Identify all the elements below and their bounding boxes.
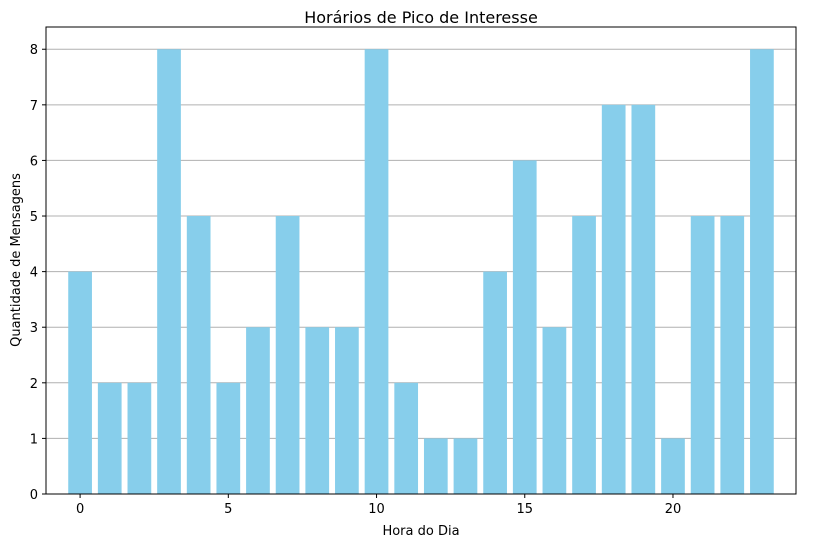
x-tick-label: 0 [76, 502, 84, 517]
bar [275, 216, 300, 494]
bar [68, 271, 92, 494]
bar [720, 216, 745, 494]
y-tick-label: 4 [30, 266, 38, 281]
bar [394, 382, 419, 494]
bar [157, 49, 181, 494]
bar [453, 438, 478, 494]
bar [750, 49, 774, 494]
bar [661, 438, 685, 494]
bar [127, 382, 152, 494]
x-axis-ticks: 0 5 10 15 20 [76, 494, 681, 517]
bar [601, 104, 626, 494]
bar [423, 438, 448, 494]
x-tick-label: 10 [368, 502, 385, 517]
bar [364, 49, 389, 494]
plot-frame [45, 26, 797, 495]
bar [631, 104, 656, 494]
bar [483, 271, 507, 494]
bar [335, 327, 359, 494]
chart-title: Horários de Pico de Interesse [304, 8, 538, 27]
x-axis-label: Hora do Dia [382, 524, 459, 539]
bar [305, 327, 330, 494]
bar [512, 160, 537, 494]
bar [572, 216, 596, 494]
y-tick-label: 6 [30, 154, 38, 169]
y-tick-label: 5 [30, 210, 38, 225]
x-tick-label: 15 [516, 502, 533, 517]
bar [542, 327, 567, 494]
y-axis-ticks: 0 1 2 3 4 5 6 7 8 [30, 43, 46, 503]
y-tick-label: 0 [30, 488, 38, 503]
bar [186, 216, 211, 494]
x-tick-label: 5 [224, 502, 232, 517]
y-tick-label: 3 [30, 321, 38, 336]
bars-group [68, 49, 774, 494]
y-tick-label: 8 [30, 43, 38, 58]
bar [246, 327, 270, 494]
bar [216, 382, 241, 494]
y-axis-label: Quantidade de Mensagens [9, 173, 24, 347]
y-tick-label: 7 [30, 99, 38, 114]
bar [97, 382, 122, 494]
x-tick-label: 20 [665, 502, 682, 517]
y-tick-label: 1 [30, 432, 38, 447]
bar [690, 216, 715, 494]
y-tick-label: 2 [30, 377, 38, 392]
